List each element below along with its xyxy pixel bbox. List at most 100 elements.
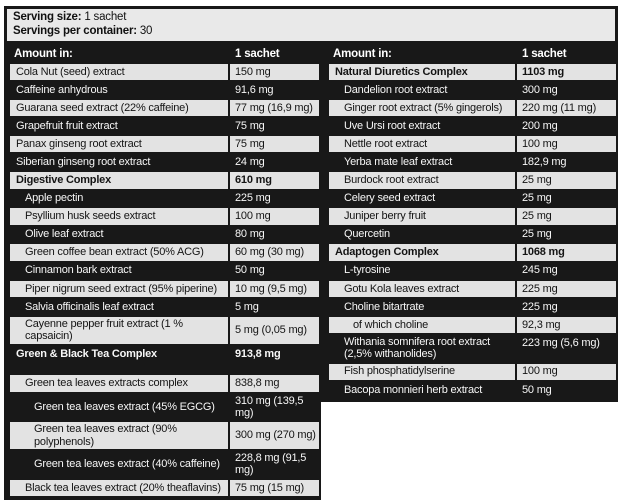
ingredient-name: Salvia officinalis leaf extract (25, 300, 154, 313)
table-row: Green tea leaves extract (40% caffeine) 2… (10, 451, 319, 478)
ingredient-amount: 91,6 mg (235, 83, 274, 96)
ingredient-name: Green coffee bean extract (50% ACG) (25, 246, 204, 259)
table-row: Green tea leaves extract (90% polyphenol… (10, 422, 319, 450)
table-row: Ginger root extract (5% gingerols) 220 mg… (329, 99, 616, 117)
table-row: Guarana seed extract (22% caffeine) 77 mg… (10, 99, 319, 117)
table-row: Nettle root extract 100 mg (329, 136, 616, 153)
ingredient-amount: 300 mg (270 mg) (228, 422, 319, 450)
table-row: Burdock root extract 25 mg (329, 172, 616, 189)
ingredient-amount: 225 mg (515, 280, 616, 298)
supplement-facts-panel: Serving size: 1 sachet Servings per cont… (4, 6, 618, 500)
ingredient-name: Green tea leaves extract (40% caffeine) (34, 458, 220, 471)
table-row: Black tea leaves extract (20% theaflavin… (10, 479, 319, 496)
ingredient-name: Caffeine anhydrous (16, 83, 108, 96)
ingredient-name: Black tea leaves extract (20% theaflavin… (25, 481, 221, 494)
sachet-header: 1 sachet (522, 48, 567, 60)
serving-size-value: 1 sachet (84, 11, 127, 23)
ingredient-name: of which choline (353, 318, 429, 331)
ingredient-name: Cola Nut (seed) extract (16, 65, 125, 78)
ingredient-amount: 1103 mg (515, 63, 616, 81)
ingredient-name: Choline bitartrate (344, 300, 425, 313)
ingredient-amount: 223 mg (5,6 mg) (522, 336, 600, 349)
serving-size-line: Serving size: 1 sachet (13, 11, 611, 25)
ingredient-amount: 75 mg (235, 119, 265, 132)
servings-per-container-label: Servings per container: (13, 24, 137, 37)
ingredient-name: Withania somnifera root extract (2,5% wi… (344, 335, 491, 361)
ingredient-amount: 75 mg (15 mg) (228, 479, 319, 496)
ingredient-amount: 913,8 mg (235, 348, 281, 361)
servings-per-container-value: 30 (139, 24, 153, 37)
ingredient-amount: 310 mg (139,5 mg) (235, 394, 304, 420)
ingredient-amount: 225 mg (235, 192, 271, 205)
ingredient-name: Burdock root extract (344, 174, 439, 187)
table-row: Uve Ursi root extract 200 mg (329, 118, 616, 134)
ingredient-name: Apple pectin (25, 192, 84, 205)
ingredient-name: Guarana seed extract (22% caffeine) (16, 101, 189, 114)
table-row: Cinnamon bark extract 50 mg (10, 263, 319, 279)
ingredient-table-left: Amount in: 1 sachet Cola Nut (seed) extr… (4, 44, 321, 500)
table-row: Cola Nut (seed) extract 150 mg (10, 63, 319, 81)
ingredient-amount: 1068 mg (515, 244, 616, 261)
ingredient-name: Ginger root extract (5% gingerols) (344, 101, 503, 114)
ingredient-amount: 50 mg (522, 383, 552, 396)
ingredient-name: Fish phosphatidylserine (344, 365, 455, 378)
ingredient-amount: 100 mg (515, 136, 616, 153)
ingredient-name: Siberian ginseng root extract (16, 156, 151, 169)
table-row: Panax ginseng root extract 75 mg (10, 136, 319, 153)
ingredient-amount: 10 mg (9,5 mg) (228, 280, 319, 298)
ingredient-amount: 245 mg (522, 264, 558, 277)
table-row: Apple pectin 225 mg (10, 190, 319, 206)
ingredient-name: Yerba mate leaf extract (344, 156, 453, 169)
ingredient-name: Cinnamon bark extract (25, 264, 132, 277)
ingredient-amount: 25 mg (515, 208, 616, 225)
ingredient-name: Adaptogen Complex (335, 246, 439, 259)
ingredient-name: Green tea leaves extract (90% polyphenol… (34, 423, 177, 448)
ingredient-amount: 182,9 mg (522, 156, 567, 169)
table-row: Psyllium husk seeds extract 100 mg (10, 208, 319, 225)
ingredient-name: Green tea leaves extract (45% EGCG) (34, 400, 215, 413)
table-row: L-tyrosine 245 mg (329, 263, 616, 279)
ingredient-name: Olive leaf extract (25, 228, 104, 241)
ingredient-name: Panax ginseng root extract (16, 137, 142, 150)
ingredient-amount: 77 mg (16,9 mg) (228, 99, 319, 117)
ingredient-name: Gotu Kola leaves extract (344, 282, 460, 295)
table-row: Siberian ginseng root extract 24 mg (10, 154, 319, 170)
ingredient-name: Juniper berry fruit (344, 210, 426, 223)
ingredient-amount: 5 mg (0,05 mg) (228, 316, 319, 344)
table-rows-left: Cola Nut (seed) extract 150 mg Caffeine an… (10, 63, 319, 496)
ingredient-amount: 838,8 mg (228, 375, 319, 392)
table-row: Fish phosphatidylserine 100 mg (329, 363, 616, 380)
amount-in-header: Amount in: (14, 48, 73, 60)
table-row: of which choline 92,3 mg (329, 316, 616, 334)
table-row: Quercetin 25 mg (329, 226, 616, 242)
ingredient-name: Celery seed extract (344, 192, 435, 205)
table-row: Bacopa monnieri herb extract 50 mg (329, 382, 616, 398)
ingredient-name: Piper nigrum seed extract (95% piperine) (25, 282, 217, 295)
ingredient-amount: 300 mg (522, 83, 558, 96)
ingredient-tables: Amount in: 1 sachet Cola Nut (seed) extr… (4, 44, 618, 500)
table-row: Caffeine anhydrous 91,6 mg (10, 82, 319, 98)
ingredient-name: Nettle root extract (344, 137, 428, 150)
ingredient-amount: 60 mg (30 mg) (228, 244, 319, 261)
ingredient-amount: 25 mg (522, 228, 552, 241)
table-row: Piper nigrum seed extract (95% piperine)… (10, 280, 319, 298)
table-row: Green coffee bean extract (50% ACG) 60 mg… (10, 244, 319, 261)
table-header-left: Amount in: 1 sachet (10, 46, 319, 62)
ingredient-name: Bacopa monnieri herb extract (344, 383, 483, 396)
ingredient-name: Digestive Complex (16, 174, 112, 187)
ingredient-table-right: Amount in: 1 sachet Natural Diuretics Co… (321, 44, 618, 403)
ingredient-name: Uve Ursi root extract (344, 119, 441, 132)
ingredient-name: Grapefruit fruit extract (16, 119, 118, 132)
ingredient-amount: 75 mg (228, 136, 319, 153)
ingredient-amount: 228,8 mg (91,5 mg) (235, 451, 307, 477)
table-row: Gotu Kola leaves extract 225 mg (329, 280, 616, 298)
ingredient-amount: 80 mg (235, 228, 265, 241)
table-header-right: Amount in: 1 sachet (329, 46, 616, 62)
ingredient-name: Green & Black Tea Complex (16, 348, 157, 361)
table-row: Green tea leaves extracts complex 838,8 m… (10, 375, 319, 392)
table-row: Dandelion root extract 300 mg (329, 82, 616, 98)
ingredient-name: Dandelion root extract (344, 83, 448, 96)
ingredient-amount: 100 mg (228, 208, 319, 225)
ingredient-name: Psyllium husk seeds extract (25, 210, 156, 223)
table-row: Cayenne pepper fruit extract (1 % capsai… (10, 316, 319, 344)
